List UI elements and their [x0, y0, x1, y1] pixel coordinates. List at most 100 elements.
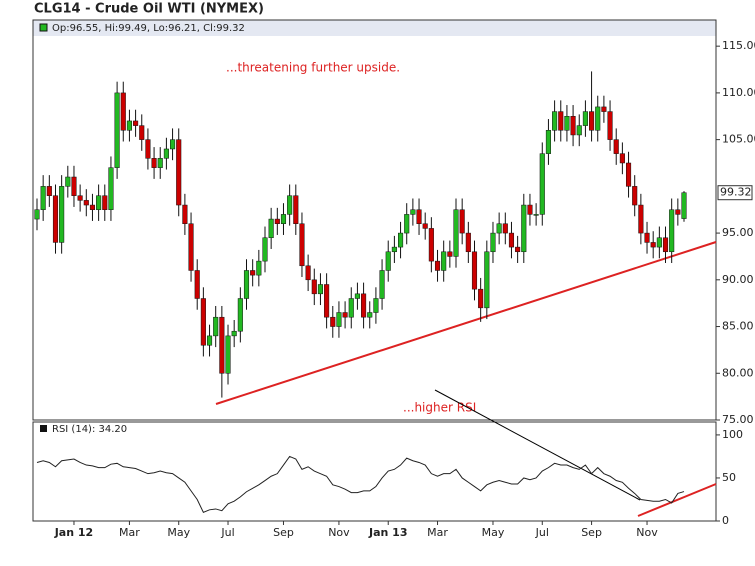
candle-body: [65, 176, 71, 187]
candle-body: [582, 111, 588, 126]
candle-body: [96, 195, 102, 210]
candle-body: [447, 251, 453, 257]
candle-body: [342, 312, 348, 318]
candle-body: [299, 223, 305, 267]
candle-body: [280, 214, 287, 224]
x-tick-label: Sep: [581, 526, 602, 539]
x-tick-label: Nov: [636, 526, 658, 539]
candle-body: [71, 176, 77, 196]
candle-body: [441, 251, 447, 271]
candle-body: [34, 209, 40, 220]
candle-body: [231, 330, 237, 337]
candle-body: [527, 204, 533, 215]
y-tick-label: 50: [722, 471, 736, 484]
y-tick-label: 95.00: [722, 226, 754, 239]
candle-body: [508, 232, 515, 248]
legend-text: RSI (14): 34.20: [52, 424, 127, 435]
annotation: ...threatening further upside.: [226, 61, 400, 75]
candle-body: [194, 270, 200, 299]
x-tick-label: Jul: [220, 526, 234, 539]
candle-body: [589, 111, 595, 131]
candle-body: [330, 316, 336, 327]
candle-body: [521, 204, 527, 253]
y-tick-label: 80.00: [722, 366, 754, 379]
candle-body: [459, 209, 465, 234]
x-tick-label: Sep: [273, 526, 294, 539]
candle-body: [200, 298, 206, 346]
x-tick-label: Mar: [427, 526, 448, 539]
candle-body: [496, 223, 502, 234]
candle-body: [317, 284, 323, 295]
trend-line: [215, 241, 717, 405]
candle-body: [675, 209, 681, 215]
candle-body: [465, 232, 471, 253]
legend-swatch: [40, 425, 47, 432]
candle-body: [619, 153, 625, 164]
legend-text: Op:96.55, Hi:99.49, Lo:96.21, Cl:99.32: [52, 23, 245, 34]
candle-body: [305, 265, 311, 281]
last-price-label: 99.32: [720, 186, 752, 199]
candle-body: [336, 312, 342, 327]
candle-body: [163, 148, 169, 159]
candle-body: [385, 251, 391, 271]
candle-body: [552, 111, 558, 131]
candle-body: [490, 232, 496, 253]
candle-body: [256, 260, 262, 276]
candle-body: [348, 298, 354, 318]
y-tick-label: 0: [722, 514, 729, 527]
candle-body: [219, 316, 225, 374]
candle-body: [157, 158, 163, 168]
x-tick-label: Mar: [119, 526, 140, 539]
candle-body: [410, 209, 416, 215]
candle-body: [398, 232, 404, 248]
candle-body: [391, 246, 397, 253]
x-tick-label: May: [482, 526, 505, 539]
candle-body: [114, 92, 120, 168]
candle-body: [170, 139, 176, 150]
candle-body: [361, 293, 367, 318]
candle-body: [533, 214, 539, 216]
candle-body: [607, 111, 613, 140]
candle-body: [262, 237, 268, 262]
y-tick-label: 105.00: [722, 133, 755, 146]
candle-body: [545, 130, 551, 154]
candle-body: [662, 237, 669, 253]
candle-body: [471, 251, 478, 290]
candle-body: [237, 298, 243, 332]
candle-body: [434, 260, 441, 271]
candle-body: [613, 139, 619, 154]
candle-body: [502, 223, 508, 234]
y-tick-label: 75.00: [722, 413, 754, 426]
candle-body: [274, 218, 280, 224]
candle-body: [453, 209, 459, 257]
candle-body: [669, 209, 675, 253]
y-tick-label: 100: [722, 428, 743, 441]
rsi-panel: [32, 421, 717, 522]
candle-body: [404, 214, 410, 234]
candle-body: [83, 200, 89, 206]
candle-body: [558, 111, 564, 131]
candle-body: [213, 316, 219, 337]
candle-body: [52, 195, 59, 243]
trend-line: [434, 389, 641, 501]
candle-body: [40, 186, 46, 210]
y-tick-label: 115.00: [722, 39, 755, 52]
x-tick-label: Jan 13: [368, 526, 407, 539]
price-panel: [32, 19, 717, 421]
legend-strip: [33, 20, 716, 36]
candle-body: [46, 186, 52, 196]
candle-body: [287, 195, 293, 215]
candle-body: [484, 251, 490, 309]
candle-body: [681, 192, 687, 219]
rsi-line: [36, 455, 685, 514]
candle-body: [133, 120, 139, 126]
candle-body: [311, 279, 317, 295]
candle-body: [268, 218, 274, 239]
candle-body: [206, 335, 213, 346]
candle-body: [243, 270, 250, 299]
x-tick-label: Jan 12: [54, 526, 93, 539]
candle-body: [539, 153, 545, 215]
candle-body: [570, 116, 576, 136]
candle-body: [139, 125, 145, 140]
